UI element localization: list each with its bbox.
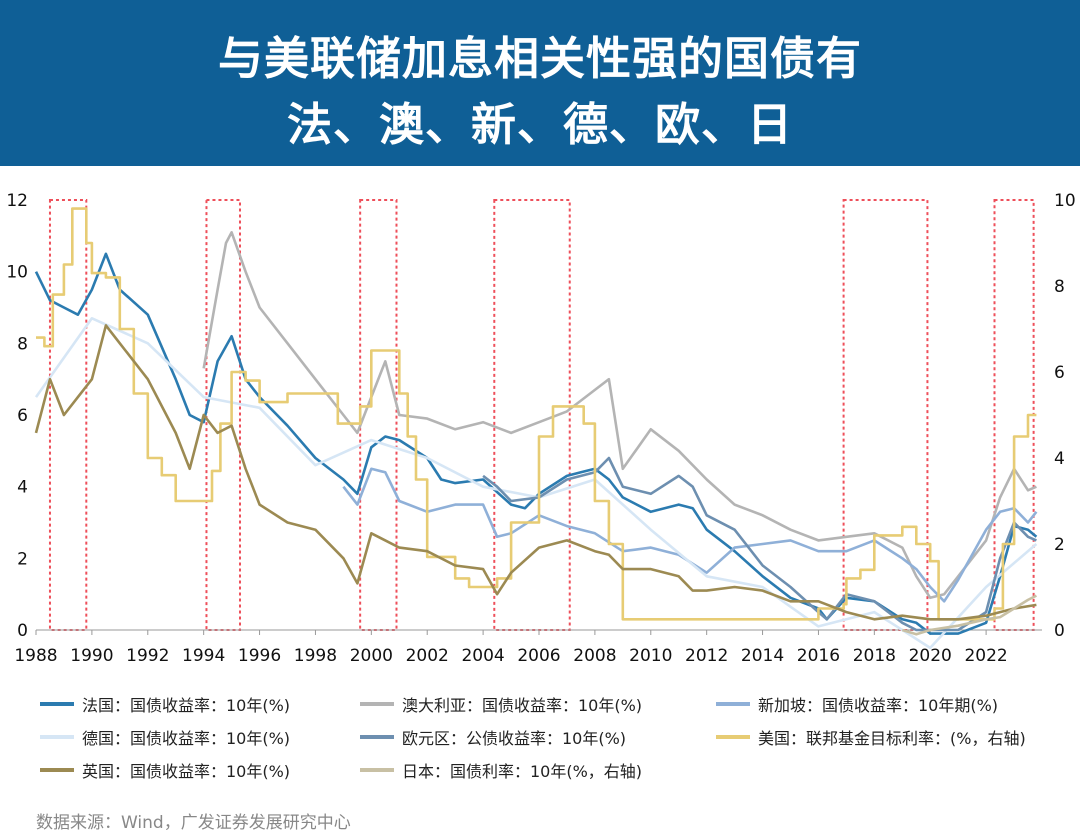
y-right-tick-label: 0 bbox=[1054, 621, 1065, 641]
title-line-2: 法、澳、新、德、欧、日 bbox=[286, 98, 793, 151]
legend-item: 法国：国债收益率：10年(%) bbox=[40, 692, 290, 716]
legend-swatch bbox=[40, 735, 74, 739]
legend-label: 法国：国债收益率：10年(%) bbox=[82, 696, 291, 715]
legend-item: 澳大利亚：国债收益率：10年(%) bbox=[360, 692, 642, 716]
x-tick-label: 1994 bbox=[182, 646, 225, 666]
x-tick-label: 2002 bbox=[406, 646, 449, 666]
x-tick-label: 2014 bbox=[741, 646, 784, 666]
title-banner: 与美联储加息相关性强的国债有 法、澳、新、德、欧、日 bbox=[0, 0, 1080, 166]
legend-item: 英国：国债收益率：10年(%) bbox=[40, 758, 290, 782]
legend-item: 日本：国债利率：10年(%，右轴) bbox=[360, 758, 642, 782]
x-tick-label: 1998 bbox=[294, 646, 337, 666]
series-line-4 bbox=[482, 456, 1037, 632]
y-left-tick-label: 6 bbox=[17, 406, 28, 426]
series-line-0 bbox=[34, 252, 1038, 635]
legend-item: 美国：联邦基金目标利率：(%，右轴) bbox=[716, 725, 1026, 749]
legend-label: 美国：联邦基金目标利率：(%，右轴) bbox=[758, 729, 1026, 748]
hike-period-box bbox=[48, 199, 88, 631]
bond-yield-chart: 1988 1990 1992 1994 1996 1998 2000 2002 2004 2006… bbox=[6, 191, 1076, 666]
title-line-1: 与美联储加息相关性强的国债有 bbox=[217, 32, 862, 85]
y-left-tick-label: 10 bbox=[6, 263, 28, 283]
series-line-1 bbox=[202, 231, 1037, 600]
legend-label: 英国：国债收益率：10年(%) bbox=[82, 762, 291, 781]
legend-swatch bbox=[360, 735, 394, 739]
legend-label: 新加坡：国债收益率：10年期(%) bbox=[758, 696, 999, 715]
x-tick-label: 1988 bbox=[14, 646, 57, 666]
legend-label: 日本：国债利率：10年(%，右轴) bbox=[402, 762, 643, 781]
x-tick-label: 2004 bbox=[461, 646, 504, 666]
x-tick-label: 2022 bbox=[964, 646, 1007, 666]
y-left-tick-label: 0 bbox=[17, 621, 28, 641]
x-tick-label: 1996 bbox=[238, 646, 281, 666]
legend-swatch bbox=[40, 702, 74, 706]
legend-item: 德国：国债收益率：10年(%) bbox=[40, 725, 290, 749]
legend-label: 德国：国债收益率：10年(%) bbox=[82, 729, 291, 748]
y-right-tick-label: 6 bbox=[1054, 363, 1065, 383]
series-line-3 bbox=[34, 317, 1038, 650]
legend-swatch bbox=[40, 768, 74, 772]
legend-swatch bbox=[716, 735, 750, 739]
y-left-tick-label: 12 bbox=[6, 191, 28, 211]
x-tick-label: 2000 bbox=[350, 646, 393, 666]
legend-item: 欧元区：公债收益率：10年(%) bbox=[360, 725, 626, 749]
x-tick-label: 2016 bbox=[797, 646, 840, 666]
series-line-5 bbox=[36, 207, 1037, 621]
x-tick-label: 1990 bbox=[70, 646, 113, 666]
legend-swatch bbox=[716, 702, 750, 706]
legend-item: 新加坡：国债收益率：10年期(%) bbox=[716, 692, 998, 716]
legend: 法国：国债收益率：10年(%) 澳大利亚：国债收益率：10年(%) 新加坡：国债收益… bbox=[0, 692, 1080, 792]
x-tick-label: 2020 bbox=[909, 646, 952, 666]
y-left-tick-label: 4 bbox=[17, 478, 28, 498]
x-tick-label: 2012 bbox=[685, 646, 728, 666]
x-tick-label: 2006 bbox=[517, 646, 560, 666]
series-line-2 bbox=[342, 467, 1038, 603]
y-left-tick-label: 2 bbox=[17, 549, 28, 569]
x-tick-label: 1992 bbox=[126, 646, 169, 666]
y-right-tick-label: 10 bbox=[1054, 191, 1076, 211]
x-tick-label: 2010 bbox=[629, 646, 672, 666]
x-tick-label: 2008 bbox=[573, 646, 616, 666]
hike-period-box bbox=[842, 199, 929, 631]
y-right-tick-label: 4 bbox=[1054, 449, 1065, 469]
y-left-tick-label: 8 bbox=[17, 334, 28, 354]
y-right-tick-label: 8 bbox=[1054, 277, 1065, 297]
hike-period-box bbox=[493, 199, 571, 631]
legend-label: 澳大利亚：国债收益率：10年(%) bbox=[402, 696, 643, 715]
data-source: 数据来源：Wind，广发证券发展研究中心 bbox=[36, 813, 351, 833]
hike-period-box bbox=[359, 199, 398, 631]
x-tick-label: 2018 bbox=[853, 646, 896, 666]
legend-swatch bbox=[360, 702, 394, 706]
legend-label: 欧元区：公债收益率：10年(%) bbox=[402, 729, 627, 748]
series-line-6 bbox=[34, 324, 1037, 621]
legend-swatch bbox=[360, 768, 394, 772]
series-line-7 bbox=[901, 594, 1037, 636]
y-right-tick-label: 2 bbox=[1054, 535, 1065, 555]
